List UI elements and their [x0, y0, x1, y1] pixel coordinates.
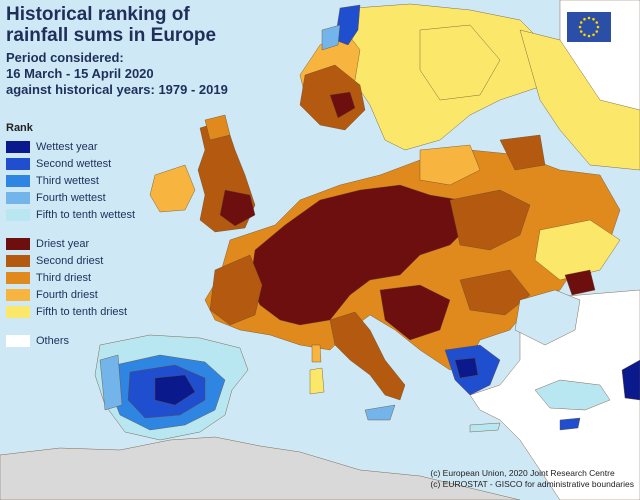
eu-star — [595, 30, 599, 33]
legend-item: Fifth to tenth driest — [6, 303, 135, 320]
legend-item: Second wettest — [6, 155, 135, 172]
legend-swatch — [6, 254, 30, 267]
legend-label: Fourth wettest — [36, 191, 106, 204]
legend-swatch — [6, 271, 30, 284]
period-line-2: 16 March - 15 April 2020 — [6, 66, 154, 81]
corsica — [311, 344, 322, 363]
legend-swatch — [6, 157, 30, 170]
romania-second — [459, 269, 531, 316]
legend-label: Fifth to tenth driest — [36, 305, 128, 318]
eu-star — [587, 16, 591, 20]
ireland — [149, 164, 196, 213]
baltic-fourth — [419, 144, 481, 186]
eu-star — [592, 17, 595, 21]
gb-southeast-driest — [219, 189, 256, 227]
eu-star — [583, 17, 586, 21]
eu-star — [596, 25, 600, 29]
iberia-wettest — [154, 374, 196, 406]
core-driest — [249, 184, 471, 326]
finland-dry — [419, 24, 501, 101]
east-second-driest — [449, 189, 531, 251]
legend-item: Fifth to tenth wettest — [6, 206, 135, 223]
legend-item: Wettest year — [6, 138, 135, 155]
norway-wet-coast — [321, 24, 341, 51]
legend-item: Second driest — [6, 252, 135, 269]
legend-label: Fifth to tenth wettest — [36, 208, 136, 221]
sicily — [364, 404, 396, 421]
eu-star — [587, 34, 591, 38]
legend-item: Driest year — [6, 235, 135, 252]
turkey-land — [534, 379, 611, 411]
legend-item: Third wettest — [6, 172, 135, 189]
period-line-3: against historical years: 1979 - 2019 — [6, 82, 228, 97]
legend: Rank Wettest year Second wettest Third wet… — [6, 122, 135, 349]
period-info: Period considered: 16 March - 15 April 2… — [6, 50, 228, 98]
credits: (c) European Union, 2020 Joint Research … — [430, 468, 634, 490]
eu-star — [592, 33, 595, 37]
period-line-1: Period considered: — [6, 50, 124, 65]
eu-star — [578, 25, 582, 29]
legend-swatch — [6, 174, 30, 187]
legend-label: Wettest year — [36, 140, 98, 153]
legend-title: Rank — [6, 122, 33, 134]
eu-star — [579, 30, 583, 33]
legend-item: Fourth wettest — [6, 189, 135, 206]
east-edge-wet — [621, 359, 640, 401]
sweden-south-driest-2 — [329, 91, 356, 119]
legend-swatch — [6, 191, 30, 204]
eu-flag-background — [567, 12, 611, 42]
eu-star — [583, 33, 586, 37]
map-title: Historical ranking of rainfall sums in E… — [6, 4, 216, 46]
russia-west-dry — [499, 134, 546, 171]
eu-star — [579, 21, 583, 24]
legend-swatch — [6, 237, 30, 250]
credits-line-1: (c) European Union, 2020 Joint Research … — [430, 468, 615, 478]
legend-label: Second wettest — [36, 157, 112, 170]
black-sea — [514, 289, 581, 346]
legend-item: Others — [6, 332, 135, 349]
title-line-1: Historical ranking of — [6, 4, 190, 25]
legend-item: Third driest — [6, 269, 135, 286]
eu-flag-logo — [567, 12, 611, 42]
crete — [469, 422, 501, 433]
ukraine-fifth — [534, 219, 621, 281]
legend-swatch — [6, 208, 30, 221]
legend-swatch — [6, 305, 30, 318]
credits-line-2: (c) EUROSTAT - GISCO for administrative … — [430, 479, 634, 489]
legend-swatch — [6, 334, 30, 347]
legend-item: Fourth driest — [6, 286, 135, 303]
cyprus — [559, 417, 581, 431]
legend-swatch — [6, 140, 30, 153]
legend-swatch — [6, 288, 30, 301]
crimea-driest — [564, 269, 596, 296]
greece-wettest — [454, 357, 479, 379]
portugal — [99, 354, 123, 411]
north-africa — [0, 436, 521, 500]
legend-label: Third driest — [36, 271, 92, 284]
legend-label: Driest year — [36, 237, 90, 250]
scotland-north — [204, 114, 231, 141]
france-west-second-driest — [209, 254, 263, 326]
sardinia — [309, 367, 325, 395]
balkans-driest — [379, 284, 451, 341]
legend-label: Others — [36, 334, 70, 347]
legend-label: Second driest — [36, 254, 104, 267]
legend-label: Third wettest — [36, 174, 99, 187]
legend-items: Wettest year Second wettest Third wettest F… — [6, 138, 135, 349]
italy — [329, 311, 406, 401]
eu-stars — [578, 16, 600, 38]
northeast-fifth-driest — [519, 29, 640, 171]
eu-star — [595, 21, 599, 24]
title-line-2: rainfall sums in Europe — [6, 25, 217, 46]
legend-label: Fourth driest — [36, 288, 98, 301]
